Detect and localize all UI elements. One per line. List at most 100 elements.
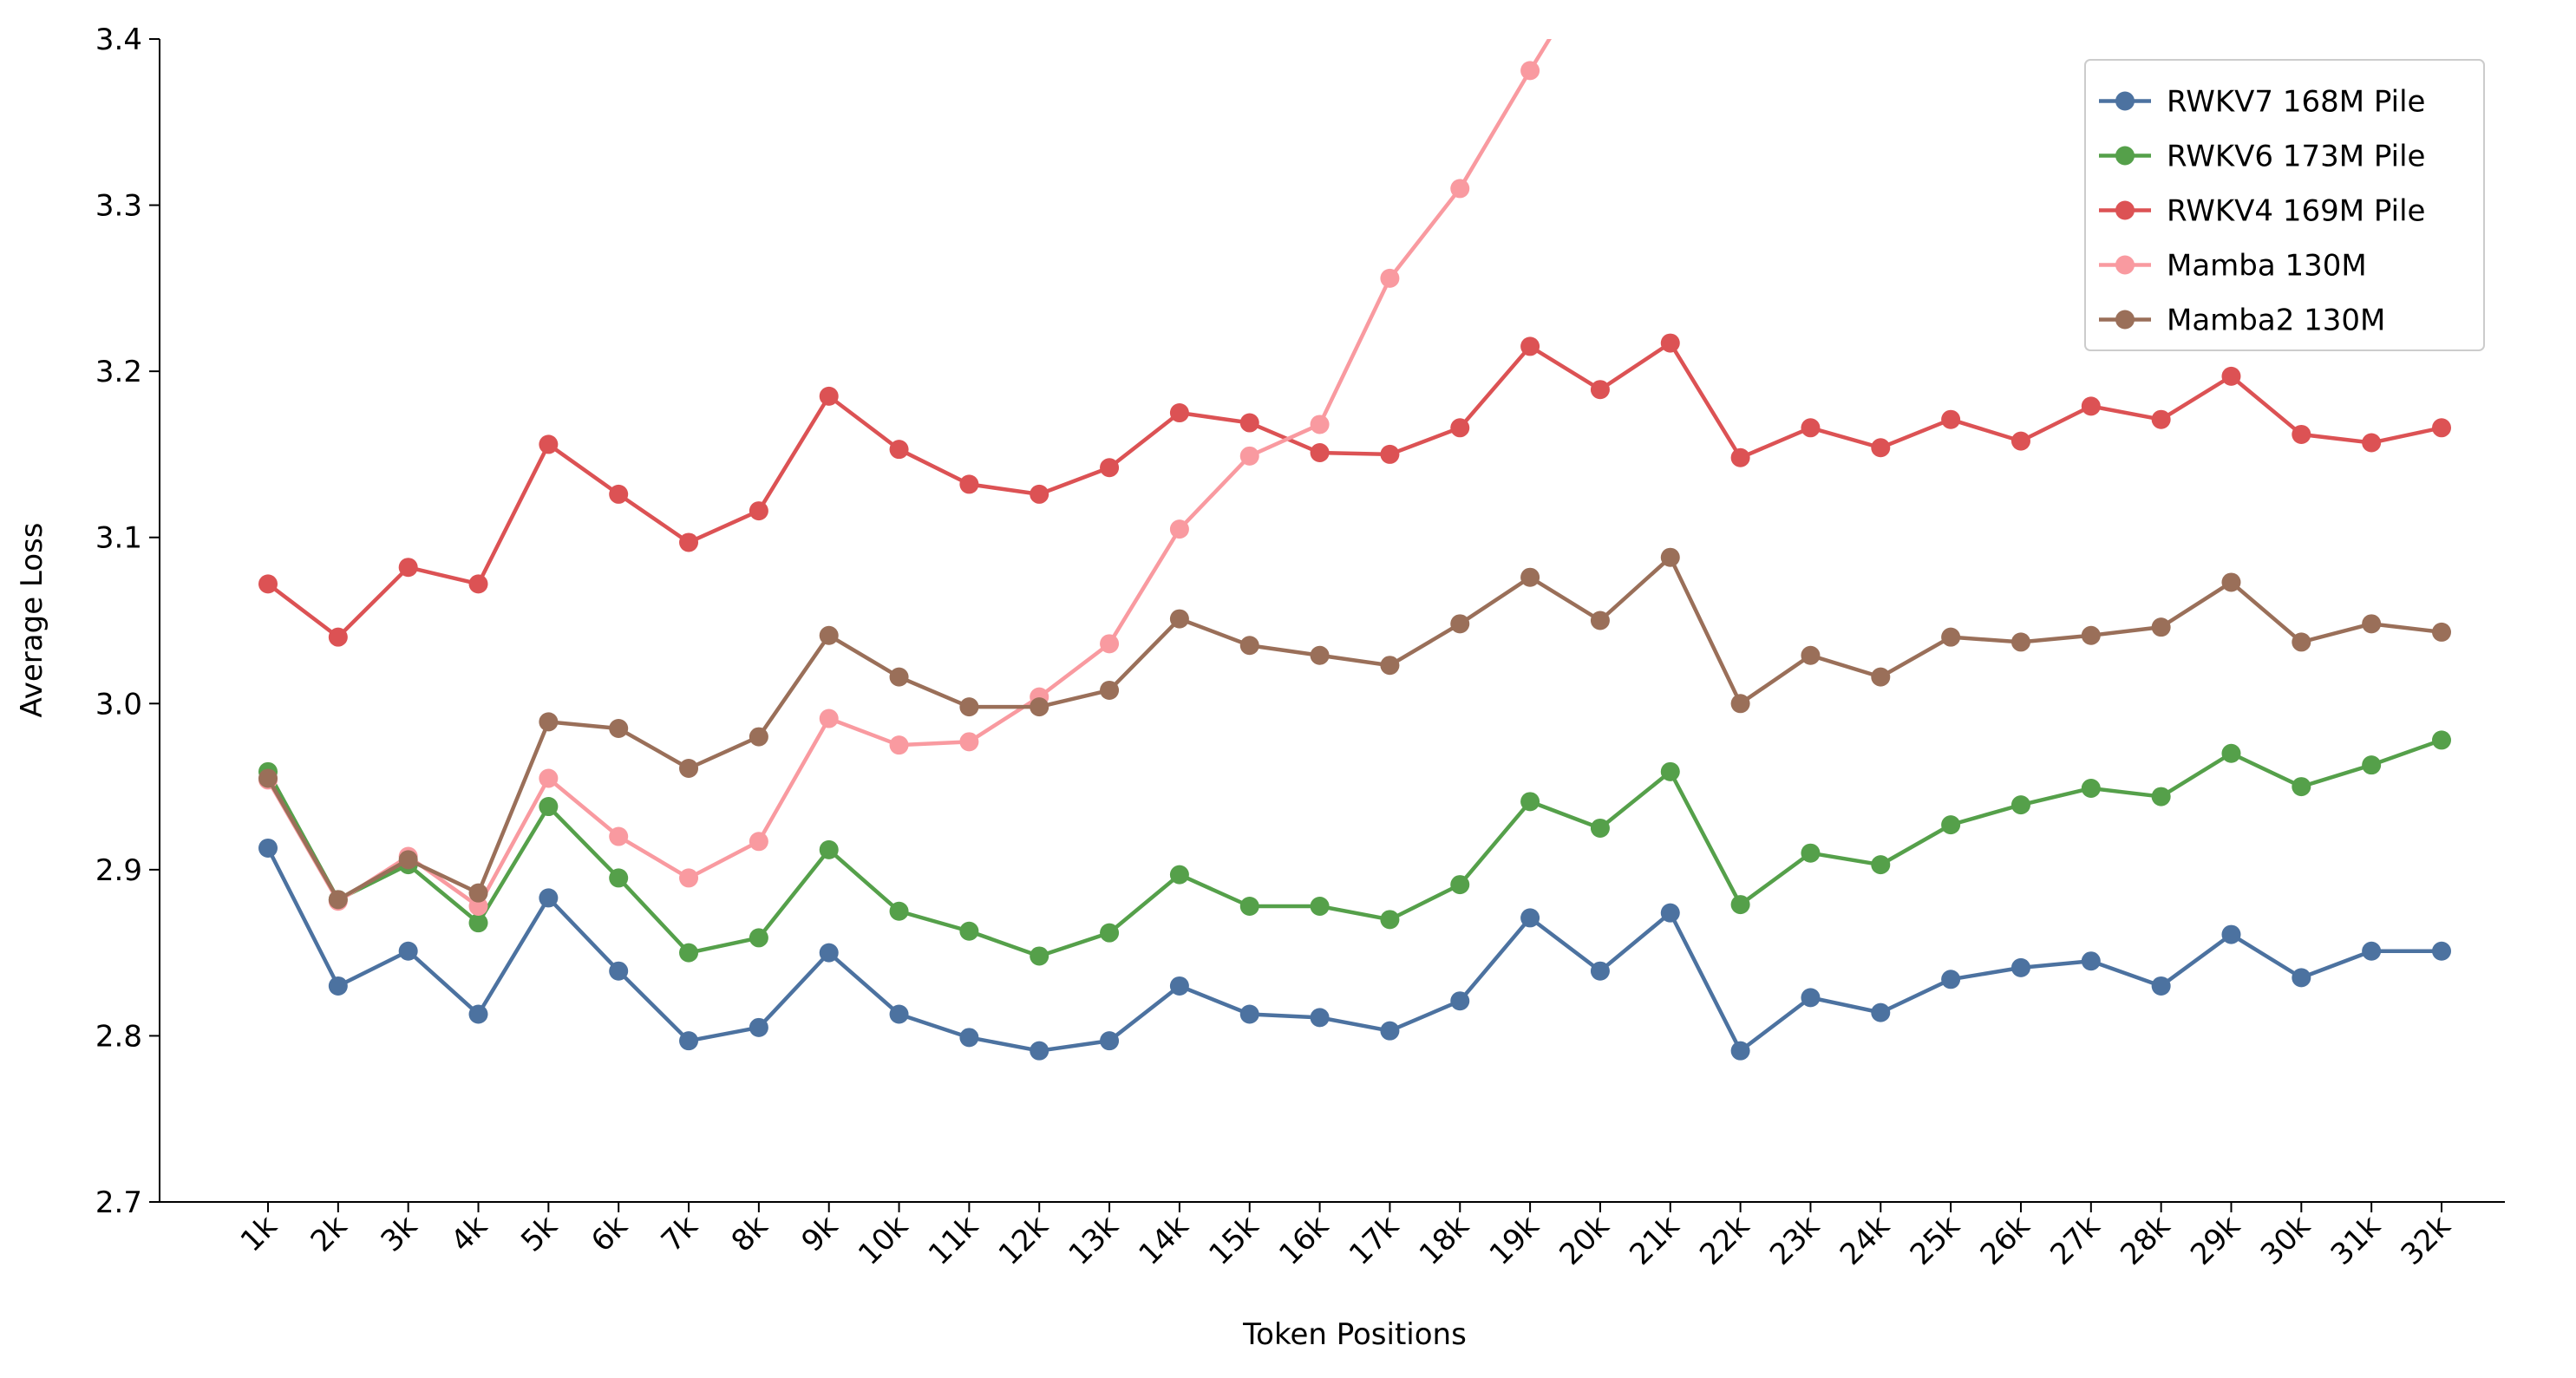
x-tick-label: 7k: [655, 1209, 705, 1259]
x-tick-label: 29k: [2184, 1209, 2247, 1272]
data-point: [1450, 875, 1470, 895]
data-point: [1730, 895, 1750, 915]
data-point: [679, 532, 699, 552]
data-point: [1169, 976, 1189, 996]
data-point: [609, 961, 629, 981]
data-point: [1380, 910, 1400, 930]
legend-label: Mamba 130M: [2167, 249, 2367, 284]
data-point: [2010, 795, 2030, 815]
data-point: [1941, 627, 1961, 647]
data-point: [1590, 380, 1610, 400]
data-point: [539, 888, 559, 908]
data-point: [1380, 1021, 1400, 1041]
data-point: [749, 832, 768, 852]
data-point: [1871, 438, 1891, 458]
data-point: [398, 558, 418, 578]
data-point: [2151, 976, 2171, 996]
x-tick-label: 28k: [2114, 1209, 2177, 1272]
data-point: [1660, 761, 1680, 781]
data-point: [1801, 418, 1821, 438]
data-point: [1590, 611, 1610, 630]
data-point: [2292, 968, 2311, 988]
data-point: [1030, 484, 1049, 504]
data-point: [1310, 1008, 1330, 1028]
data-point: [679, 758, 699, 778]
data-point: [1239, 897, 1259, 917]
data-point: [749, 727, 768, 747]
data-point: [889, 901, 909, 921]
data-point: [1801, 645, 1821, 665]
plot-area: [258, 39, 2451, 1061]
x-tick-label: 31k: [2324, 1209, 2388, 1272]
x-tick-label: 1k: [234, 1209, 284, 1259]
data-point: [819, 839, 839, 859]
data-point: [2432, 730, 2451, 750]
data-point: [2081, 951, 2101, 971]
x-tick-label: 32k: [2395, 1209, 2458, 1272]
x-tick-label: 2k: [304, 1209, 355, 1259]
data-point: [1100, 923, 1120, 943]
series-line: [266, 738, 2442, 958]
data-point: [468, 897, 488, 917]
legend-label: Mamba2 130M: [2167, 304, 2385, 338]
legend-label: RWKV7 168M Pile: [2167, 85, 2425, 120]
data-point: [819, 709, 839, 728]
x-tick-label: 20k: [1553, 1209, 1617, 1272]
data-point: [1100, 680, 1120, 700]
data-point: [1239, 446, 1259, 466]
data-point: [1941, 970, 1961, 989]
legend-label: RWKV4 169M Pile: [2167, 194, 2425, 229]
x-tick-label: 12k: [992, 1209, 1056, 1272]
x-tick-label: 19k: [1483, 1209, 1546, 1272]
x-tick-label: 17k: [1343, 1209, 1406, 1272]
data-point: [679, 1031, 699, 1051]
x-tick-label: 6k: [585, 1209, 635, 1259]
data-point: [1239, 636, 1259, 656]
data-point: [2292, 777, 2311, 797]
data-point: [959, 1028, 979, 1048]
y-tick-label: 3.4: [95, 23, 142, 57]
series-line: [266, 39, 1552, 909]
data-point: [468, 574, 488, 594]
data-point: [819, 386, 839, 406]
data-point: [2432, 941, 2451, 961]
data-point: [2151, 787, 2171, 807]
x-tick-label: 26k: [1974, 1209, 2037, 1272]
data-point: [1660, 903, 1680, 923]
data-point: [2010, 632, 2030, 652]
series-line: [266, 341, 2442, 639]
data-point: [2221, 743, 2241, 763]
data-point: [2151, 617, 2171, 637]
x-tick-label: 18k: [1413, 1209, 1476, 1272]
data-point: [1380, 656, 1400, 676]
data-point: [2221, 924, 2241, 944]
data-point: [468, 1004, 488, 1024]
y-tick-label: 3.1: [95, 521, 142, 556]
x-tick-label: 24k: [1834, 1209, 1897, 1272]
data-point: [468, 913, 488, 933]
data-point: [609, 868, 629, 888]
data-point: [258, 574, 278, 594]
data-point: [889, 735, 909, 755]
data-point: [1590, 961, 1610, 981]
y-tick-label: 2.8: [95, 1019, 142, 1054]
data-point: [2432, 622, 2451, 642]
y-tick-label: 2.7: [95, 1185, 142, 1220]
y-tick-label: 3.2: [95, 355, 142, 389]
data-point: [1450, 418, 1470, 438]
x-tick-label: 14k: [1132, 1209, 1195, 1272]
data-point: [1100, 458, 1120, 478]
data-point: [1520, 567, 1540, 587]
data-point: [1310, 645, 1330, 665]
data-point: [1520, 908, 1540, 928]
data-point: [819, 625, 839, 645]
x-tick-label: 11k: [922, 1209, 985, 1272]
data-point: [2362, 614, 2382, 634]
x-tick-label: 21k: [1623, 1209, 1686, 1272]
data-point: [959, 474, 979, 494]
data-point: [1871, 855, 1891, 875]
x-tick-label: 23k: [1763, 1209, 1827, 1272]
data-point: [1730, 447, 1750, 467]
y-tick-label: 2.9: [95, 853, 142, 888]
data-point: [2432, 418, 2451, 438]
